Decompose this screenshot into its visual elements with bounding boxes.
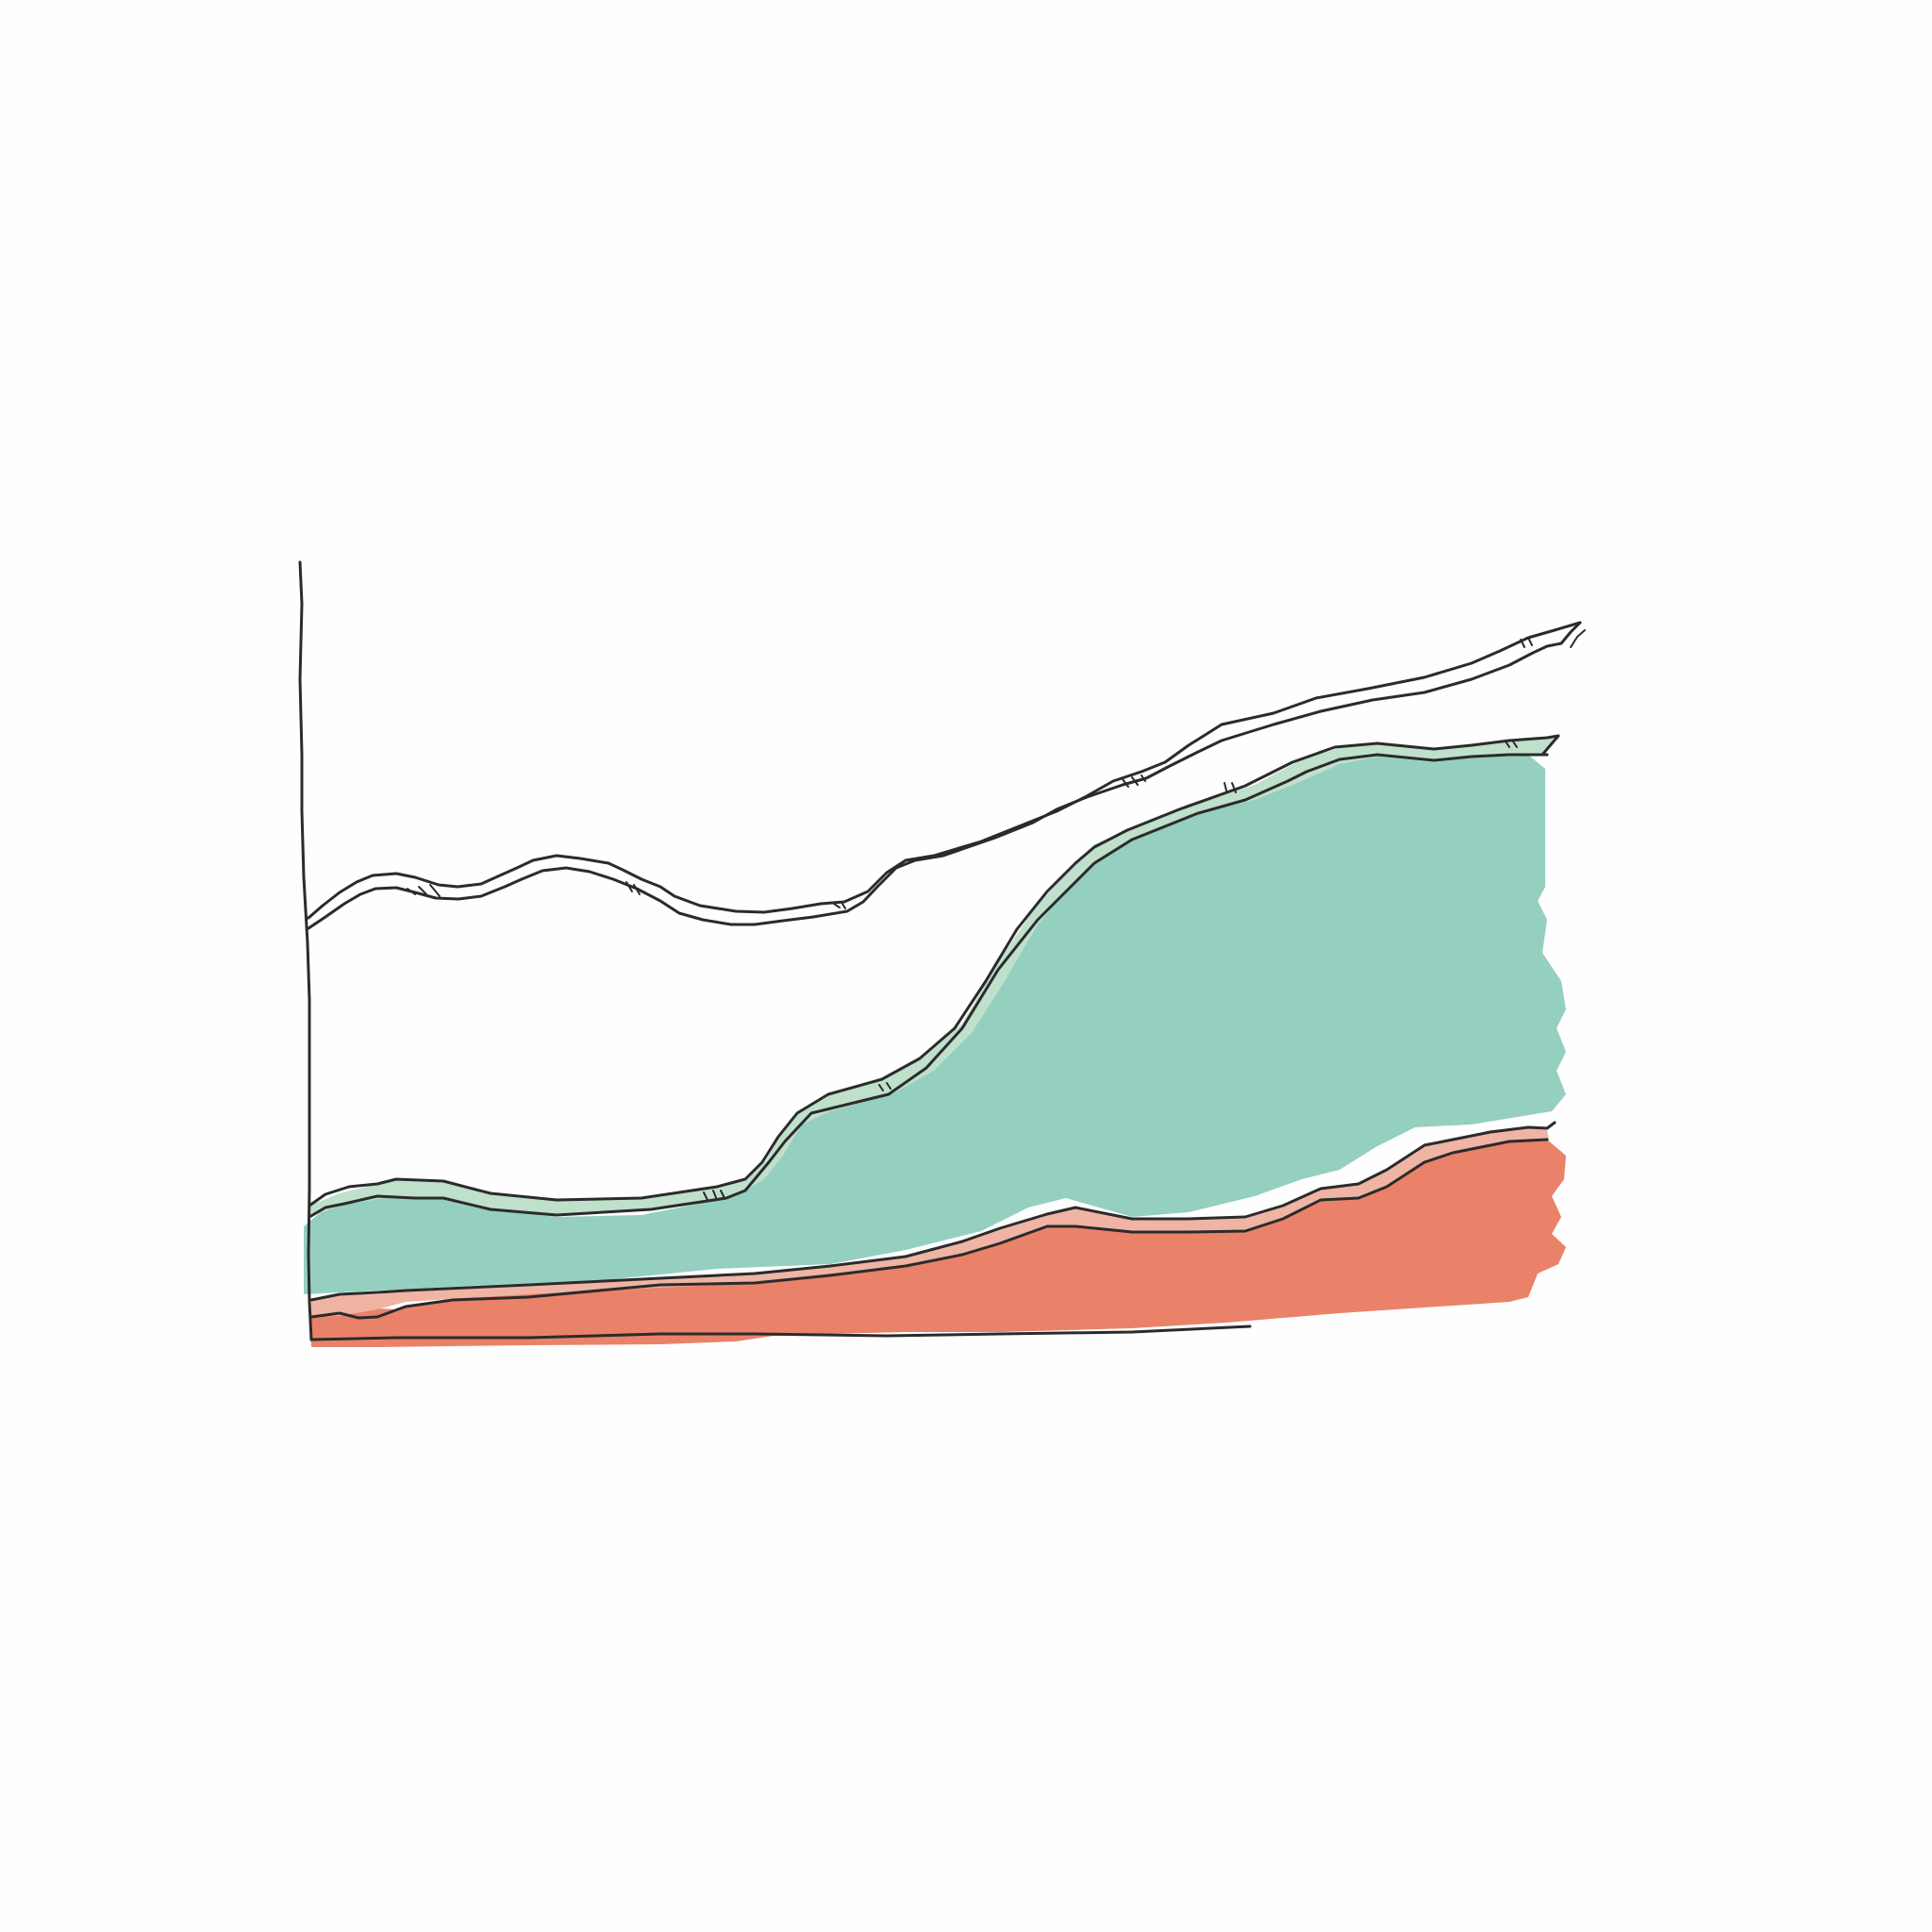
axes xyxy=(298,560,1252,1341)
coral-band-lower-edge xyxy=(309,1138,1549,1320)
sketch-y-axis xyxy=(298,560,313,1341)
hatch-mark xyxy=(1520,637,1533,648)
hatch-mark xyxy=(833,903,846,909)
coral-area-fill xyxy=(309,1135,1566,1347)
top-ribbon-lower-edge xyxy=(307,621,1582,930)
teal-band-lower-edge xyxy=(308,753,1549,1219)
teal-area-fill xyxy=(304,751,1566,1294)
hatch-mark xyxy=(407,884,441,897)
hatch-mark xyxy=(1505,741,1518,748)
hatch-mark xyxy=(625,881,641,895)
hatch-marks xyxy=(407,637,1533,1201)
teal-band-upper-edge xyxy=(308,734,1560,1208)
hatch-mark xyxy=(703,1190,725,1201)
hatch-mark xyxy=(1122,774,1146,788)
teal-band-outline xyxy=(308,734,1560,1219)
top-ribbon-upper-edge xyxy=(307,621,1582,920)
top-ribbon-line xyxy=(307,621,1586,930)
hatch-mark xyxy=(1224,782,1237,793)
hatch-mark xyxy=(878,1082,891,1091)
coral-band-upper-edge xyxy=(309,1121,1557,1302)
coral-band-outline xyxy=(309,1121,1557,1320)
top-ribbon-end-cap xyxy=(1570,629,1586,648)
sketch-x-axis xyxy=(309,1324,1252,1341)
